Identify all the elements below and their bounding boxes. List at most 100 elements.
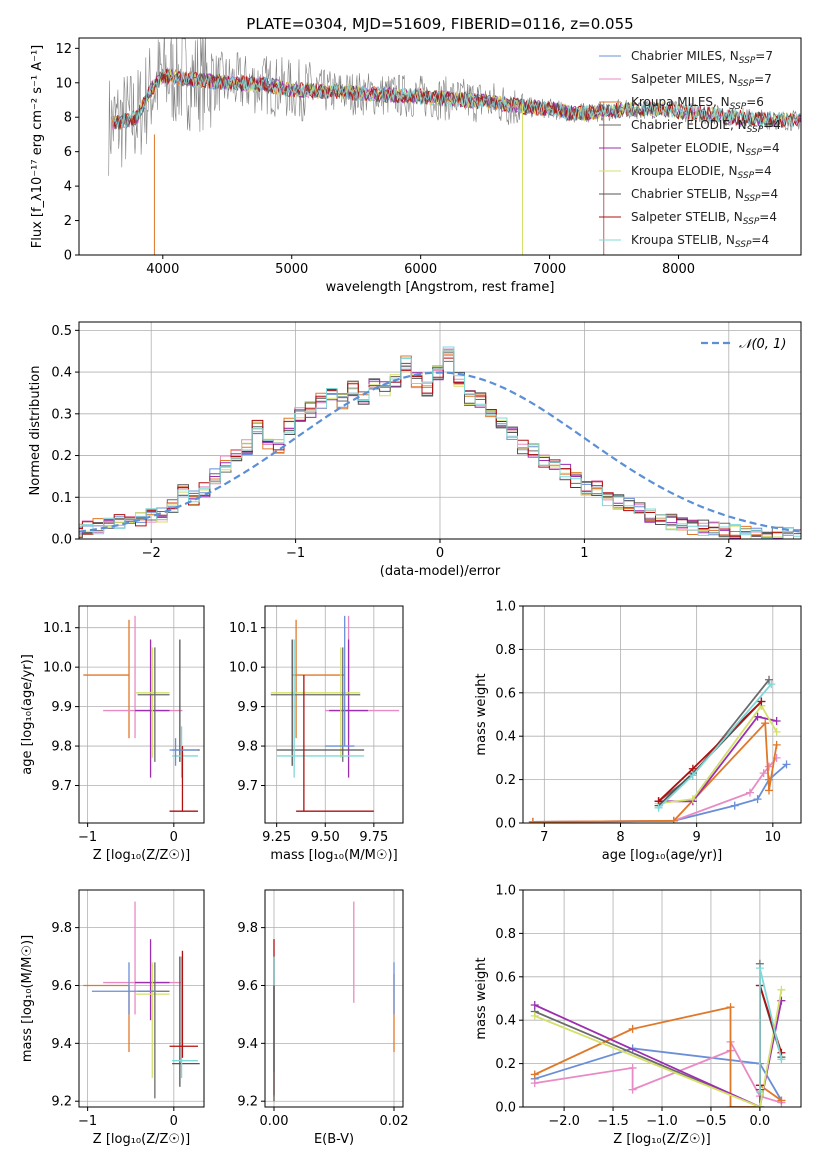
y-tick-label: 1.0	[495, 884, 516, 899]
y-axis-label: age [log₁₀(age/yr)]	[20, 654, 35, 775]
x-tick-label: 5000	[275, 262, 308, 277]
y-tick-label: 9.2	[237, 1095, 258, 1110]
x-tick-label: 9	[693, 830, 701, 845]
mass-weight-marker	[530, 1001, 539, 1010]
y-tick-label: 9.8	[237, 921, 258, 936]
x-tick-label: 8	[616, 830, 624, 845]
mass-weight-marker	[782, 760, 791, 769]
y-axis-label: mass weight	[474, 673, 489, 755]
mass-weight-marker	[669, 816, 678, 823]
mass_vs_EBV-points	[273, 901, 395, 1102]
legend-label: Chabrier MILES, NSSP=7	[631, 49, 773, 66]
mass-weight-marker	[530, 1070, 539, 1079]
y-tick-label: 10.0	[43, 661, 72, 676]
y-tick-label: 0.0	[495, 817, 516, 832]
x-axis-label: Z [log₁₀(Z/Z☉)]	[93, 1132, 190, 1147]
weight_vs_age-lines	[528, 675, 791, 823]
spectrum-panel: 4000 5000 6000 7000 8000 0 2 4 6 8 10 12 wavelength …	[30, 37, 802, 295]
mass-weight-line	[534, 1000, 783, 1107]
mass-weight-line	[532, 721, 778, 823]
x-tick-label: 7	[540, 830, 548, 845]
y-tick-label: 12	[55, 42, 72, 57]
x-axis-label: Z [log₁₀(Z/Z☉)]	[613, 1132, 710, 1147]
x-tick-label: −1	[78, 830, 97, 845]
mass-weight-marker	[530, 1011, 539, 1020]
histogram-lines	[79, 346, 801, 539]
mass-weight-marker	[628, 1085, 637, 1094]
y-tick-label: 9.7	[51, 779, 72, 794]
y-tick-label: 9.4	[237, 1037, 258, 1052]
mass-weight-marker	[777, 1055, 786, 1064]
y-tick-label: 9.7	[237, 779, 258, 794]
x-tick-label: 4000	[146, 262, 179, 277]
y-tick-label: 10.1	[43, 621, 72, 636]
x-tick-label: −0.5	[695, 1114, 727, 1129]
mass-weight-marker	[628, 1063, 637, 1072]
y-tick-label: 10.1	[229, 621, 258, 636]
y-axis-label: mass weight	[474, 957, 489, 1039]
x-axis-label: Z [log₁₀(Z/Z☉)]	[93, 848, 190, 863]
legend-label: Chabrier STELIB, NSSP=4	[631, 187, 778, 204]
x-axis-label: age [log₁₀(age/yr)]	[602, 848, 723, 863]
mass-weight-marker	[755, 1103, 764, 1107]
y-axis-label: mass [log₁₀(M/M☉)]	[20, 935, 35, 1062]
y-tick-label: 9.8	[51, 740, 72, 755]
y-tick-label: 9.9	[237, 700, 258, 715]
figure-title: PLATE=0304, MJD=51609, FIBERID=0116, z=0…	[246, 15, 633, 33]
residual-histogram	[79, 346, 801, 539]
y-axis-label: Flux [f_λ10⁻¹⁷ erg cm⁻² s⁻¹ A⁻¹]	[30, 45, 45, 249]
legend-label: Chabrier ELODIE, NSSP=4	[631, 118, 781, 135]
y-tick-label: 0.4	[495, 730, 516, 745]
mass-weight-marker	[745, 788, 754, 797]
y-tick-label: 9.4	[51, 1037, 72, 1052]
x-tick-label: 0	[436, 546, 444, 561]
y-tick-label: 0.4	[495, 1014, 516, 1029]
legend-label: Kroupa ELODIE, NSSP=4	[631, 164, 772, 181]
y-tick-label: 9.9	[51, 700, 72, 715]
x-tick-label: 8000	[662, 262, 695, 277]
x-axis-label: mass [log₁₀(M/M☉)]	[270, 848, 397, 863]
x-tick-label: −2	[142, 546, 161, 561]
mass-weight-line	[534, 1047, 783, 1101]
mass-weight-marker	[777, 1096, 786, 1105]
y-tick-label: 0.2	[495, 773, 516, 788]
mass-weight-marker	[628, 1024, 637, 1033]
y-tick-label: 0	[64, 249, 72, 264]
mass-weight-line	[759, 967, 783, 1092]
mass-weight-marker	[530, 1079, 539, 1088]
legend-label: Kroupa STELIB, NSSP=4	[631, 233, 769, 250]
spectrum-lines	[108, 38, 801, 255]
x-tick-label: 2	[725, 546, 733, 561]
axes-frame	[522, 889, 802, 1108]
mass-weight-marker	[753, 712, 762, 721]
model-spectrum-line	[113, 69, 801, 128]
mass-weight-marker	[757, 697, 766, 706]
mass-weight-marker	[654, 803, 663, 812]
x-tick-label: 1	[580, 546, 588, 561]
x-tick-label: 0	[170, 1114, 178, 1129]
age-vs-metallicity-panel: −1 0 9.7 9.8 9.9 10.0 10.1 Z [log₁₀(Z/Z☉)] age […	[20, 605, 205, 863]
mass_vs_Z-points	[83, 901, 200, 1099]
y-tick-label: 0.4	[51, 366, 72, 381]
y-tick-label: 0.6	[495, 686, 516, 701]
y-tick-label: 4	[64, 180, 72, 195]
y-tick-label: 0.2	[51, 449, 72, 464]
mass-weight-marker	[730, 801, 739, 810]
weight-vs-metallicity-panel: −2.0 −1.5 −1.0 −0.5 0.0 0.0 0.2 0.4 0.6 0.8 1.0 Z […	[474, 884, 802, 1147]
axes-frame	[264, 889, 404, 1108]
mass-weight-marker	[726, 1003, 735, 1012]
mass-weight-line	[658, 679, 770, 803]
x-tick-label: 0.02	[380, 1114, 409, 1129]
mass-weight-marker	[759, 769, 768, 778]
y-tick-label: 0.0	[51, 533, 72, 548]
y-tick-label: 0.1	[51, 491, 72, 506]
mass-weight-line	[534, 963, 761, 1107]
y-tick-label: 9.2	[51, 1095, 72, 1110]
mass-weight-marker	[761, 719, 770, 728]
residual-histogram	[79, 355, 801, 539]
legend-label: 𝒩(0, 1)	[739, 337, 786, 352]
y-tick-label: 9.8	[51, 921, 72, 936]
x-tick-label: 9.25	[262, 830, 291, 845]
y-tick-label: 9.6	[51, 979, 72, 994]
mass-weight-marker	[767, 680, 776, 689]
